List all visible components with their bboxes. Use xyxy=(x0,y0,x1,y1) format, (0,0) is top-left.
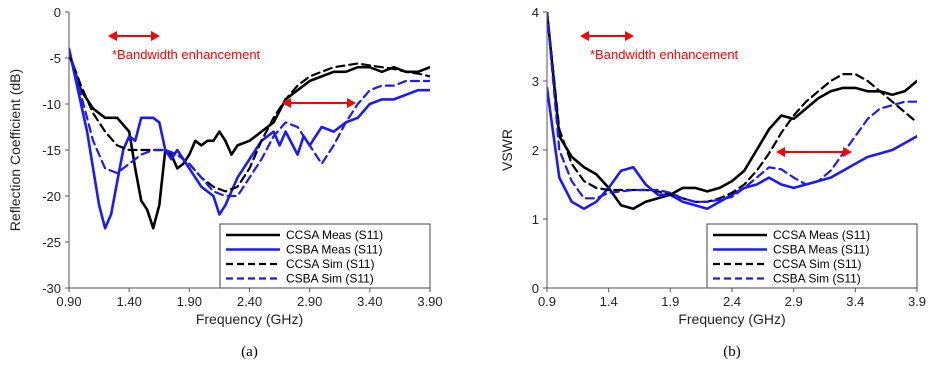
y-tick-label: -5 xyxy=(49,51,61,66)
x-tick-label: 0.90 xyxy=(56,294,81,309)
bandwidth-arrow-top-head-right xyxy=(151,31,160,41)
x-tick-label: 1.90 xyxy=(177,294,202,309)
legend-label: CCSA Meas (S11) xyxy=(773,228,870,242)
y-tick-label: 2 xyxy=(532,143,539,158)
x-tick-label: 3.90 xyxy=(417,294,442,309)
legend-label: CCSA Sim (S11) xyxy=(286,257,374,271)
series-line-csba-sim-s11 xyxy=(69,47,430,198)
bandwidth-arrow-top-head-left xyxy=(580,31,589,41)
series-line-ccsa-sim-s11 xyxy=(547,12,917,203)
x-tick-label: 0.9 xyxy=(538,294,556,309)
legend: CCSA Meas (S11)CSBA Meas (S11)CCSA Sim (… xyxy=(706,223,918,289)
y-tick-label: -20 xyxy=(42,189,61,204)
bandwidth-annotation: *Bandwidth enhancement xyxy=(112,47,261,62)
legend-label: CCSA Meas (S11) xyxy=(286,228,383,242)
chart-panel-b: 0.9 1.4 1.9 2.4 2.9 3.4 3.9 4 3 2 1 0 Frequency (GHz… xyxy=(499,5,926,360)
x-axis-label: Frequency (GHz) xyxy=(678,311,785,327)
series-line-ccsa-meas-s11 xyxy=(69,52,430,230)
y-tick-label: 3 xyxy=(532,74,539,89)
y-tick-label: 1 xyxy=(532,212,539,227)
legend: CCSA Meas (S11)CSBA Meas (S11)CCSA Sim (… xyxy=(219,223,431,289)
bandwidth-arrow-top-head-left xyxy=(108,31,117,41)
legend-label: CSBA Meas (S11) xyxy=(773,243,869,257)
bandwidth-arrow-band-head-left xyxy=(282,98,291,108)
y-tick-label: -25 xyxy=(42,235,61,250)
series-line-csba-meas-s11 xyxy=(547,86,917,210)
series-line-csba-sim-s11 xyxy=(547,12,917,203)
series-line-ccsa-sim-s11 xyxy=(69,52,430,193)
x-tick-label: 2.4 xyxy=(723,294,741,309)
chart-panel-a: 0.90 1.40 1.90 2.40 2.90 3.40 3.90 0 -5 -10 -15 -20… xyxy=(7,5,443,360)
x-tick-label: 2.9 xyxy=(785,294,803,309)
y-tick-label: -15 xyxy=(42,143,61,158)
legend-label: CSBA Sim (S11) xyxy=(286,272,374,286)
bandwidth-arrow-band-head-right xyxy=(843,147,852,157)
bandwidth-arrow-band-head-right xyxy=(347,98,356,108)
panel-caption: (b) xyxy=(723,344,741,360)
x-tick-label: 2.90 xyxy=(297,294,322,309)
x-axis-label: Frequency (GHz) xyxy=(196,311,303,327)
series-line-ccsa-meas-s11 xyxy=(547,12,917,210)
y-tick-label: 0 xyxy=(532,281,539,296)
legend-label: CCSA Sim (S11) xyxy=(773,257,861,271)
x-tick-label: 3.9 xyxy=(908,294,926,309)
y-axis-label: VSWR xyxy=(499,129,515,171)
x-tick-label: 1.4 xyxy=(600,294,618,309)
y-tick-label: 4 xyxy=(532,5,539,20)
y-tick-label: -10 xyxy=(42,97,61,112)
legend-label: CSBA Sim (S11) xyxy=(773,272,861,286)
y-tick-label: -30 xyxy=(42,281,61,296)
y-tick-label: 0 xyxy=(54,5,61,20)
x-tick-label: 1.40 xyxy=(117,294,142,309)
x-tick-label: 3.40 xyxy=(357,294,382,309)
x-tick-label: 1.9 xyxy=(661,294,679,309)
x-tick-label: 3.4 xyxy=(846,294,864,309)
x-tick-label: 2.40 xyxy=(237,294,262,309)
panel-caption: (a) xyxy=(241,344,258,360)
series-line-csba-meas-s11 xyxy=(69,47,430,230)
bandwidth-arrow-top-head-right xyxy=(625,31,634,41)
legend-label: CSBA Meas (S11) xyxy=(286,243,382,257)
bandwidth-annotation: *Bandwidth enhancement xyxy=(590,47,739,62)
bandwidth-arrow-band-head-left xyxy=(776,147,785,157)
y-axis-label: Reflection Coefficient (dB) xyxy=(7,69,23,231)
